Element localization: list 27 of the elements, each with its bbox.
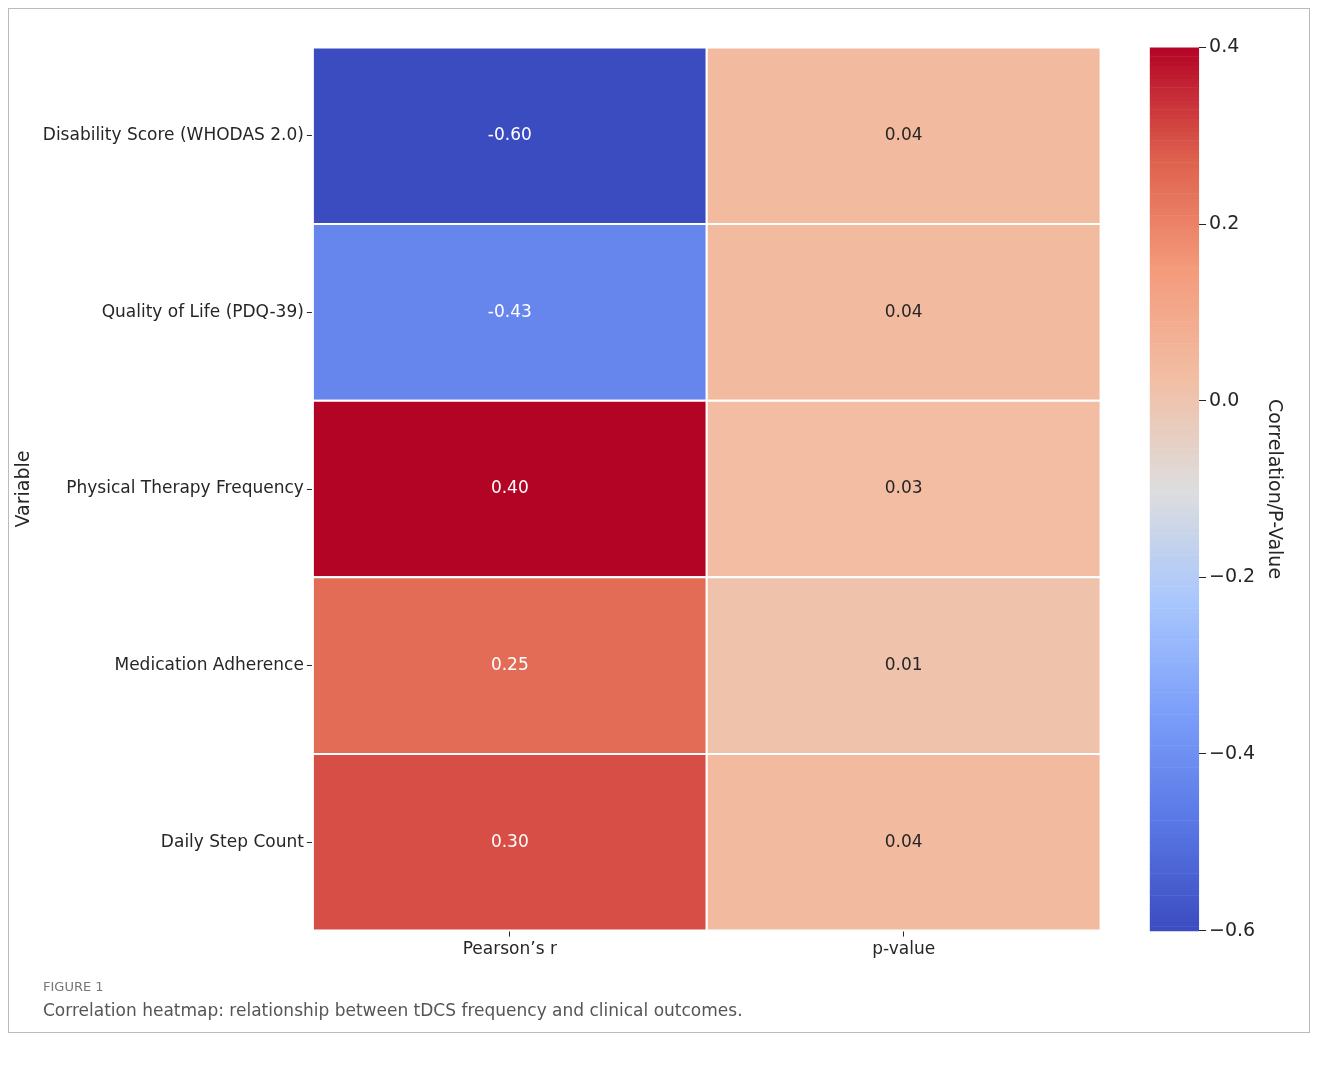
y-tick-label: Disability Score (WHODAS 2.0) (42, 124, 304, 145)
color-bar-label: 0.0 (1209, 387, 1240, 410)
x-tick-label: p-value (872, 938, 936, 959)
data-label: -0.60 (487, 124, 532, 145)
x-tick-label: Pearson’s r (462, 938, 557, 959)
data-label: 0.40 (490, 477, 529, 498)
color-bar-label: 0.4 (1209, 34, 1240, 57)
y-tick-label: Medication Adherence (114, 654, 304, 675)
text: Correlation heatmap: relationship between tDCS frequency and clinical outcomes. (43, 1000, 744, 1020)
y-tick-label: Physical Therapy Frequency (66, 477, 304, 498)
data-label: 0.03 (884, 477, 923, 498)
color-bar-label: −0.2 (1209, 564, 1256, 587)
y-tick-label: Quality of Life (PDQ-39) (101, 300, 304, 321)
color-bar-label: −0.4 (1209, 740, 1256, 763)
y-axis-title: Variable (11, 450, 34, 528)
data-label: 0.04 (884, 300, 923, 321)
data-label: 0.04 (884, 830, 923, 851)
data-label: 0.25 (490, 654, 529, 675)
data-label: -0.43 (487, 300, 532, 321)
data-label: 0.01 (884, 654, 923, 675)
color-bar-label: −0.6 (1209, 917, 1256, 940)
color-bar-title: Correlation/P-Value (1264, 398, 1287, 580)
data-label: 0.04 (884, 124, 923, 145)
color-bar-label: 0.2 (1209, 210, 1240, 233)
caption: FIGURE 1 (43, 979, 105, 994)
y-tick-label: Daily Step Count (160, 830, 305, 851)
data-label: 0.30 (490, 830, 529, 851)
